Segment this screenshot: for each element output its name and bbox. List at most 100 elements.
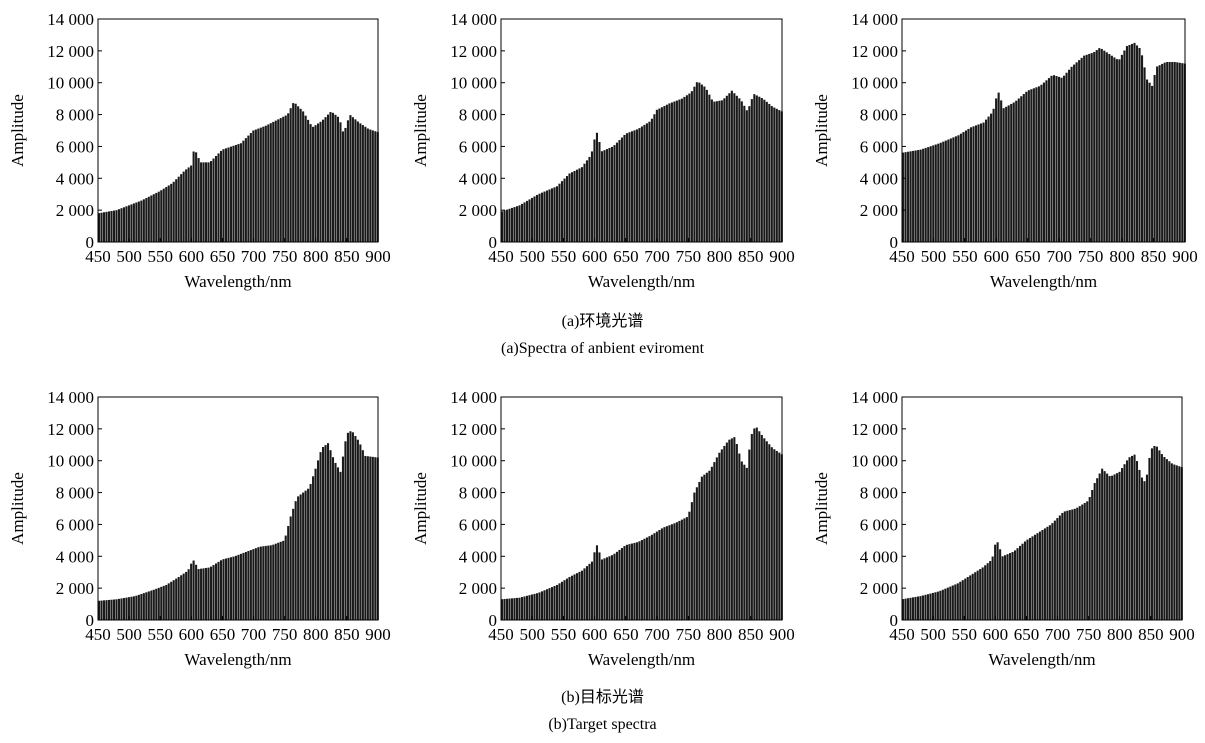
bar <box>265 126 267 242</box>
bar <box>324 117 326 242</box>
bar <box>103 212 105 242</box>
bar <box>929 594 931 620</box>
bar <box>143 199 145 242</box>
bar <box>753 428 755 620</box>
bar <box>322 120 324 242</box>
bar <box>919 596 921 620</box>
bar <box>553 586 555 620</box>
bar <box>295 104 297 242</box>
bar <box>185 572 187 620</box>
bar <box>1101 469 1103 620</box>
bar <box>155 193 157 242</box>
bar <box>623 135 625 242</box>
bar <box>1161 454 1163 620</box>
bar <box>1104 471 1106 620</box>
bar <box>265 546 267 620</box>
bar <box>523 202 525 242</box>
bar <box>633 543 635 620</box>
bar <box>220 151 222 242</box>
bar <box>222 149 224 242</box>
bar <box>232 557 234 620</box>
bar <box>686 95 688 242</box>
bar <box>651 119 653 242</box>
bar <box>262 127 264 242</box>
y-tick-label: 10 000 <box>450 452 497 471</box>
bar <box>1029 538 1031 620</box>
bar <box>245 138 247 242</box>
bar <box>1028 90 1030 242</box>
y-tick-label: 8 000 <box>459 484 497 503</box>
bar <box>372 457 374 620</box>
spectrum-chart-6: 02 0004 0006 0008 00010 00012 00014 0004… <box>812 388 1195 669</box>
x-tick-label: 750 <box>1078 247 1104 266</box>
bar <box>125 598 127 620</box>
bar <box>1128 45 1130 242</box>
y-tick-label: 12 000 <box>47 420 94 439</box>
bar <box>1000 100 1002 242</box>
bar <box>766 102 768 242</box>
bar <box>357 121 359 242</box>
bar <box>1030 89 1032 242</box>
spectrum-chart-3: 02 0004 0006 0008 00010 00012 00014 0004… <box>812 10 1198 291</box>
bar <box>1136 45 1138 242</box>
bar <box>1015 101 1017 242</box>
bar <box>601 151 603 242</box>
bar <box>290 516 292 620</box>
bar <box>1113 57 1115 242</box>
bar <box>329 112 331 242</box>
bar <box>533 196 535 242</box>
bar <box>1059 516 1061 620</box>
bar <box>746 110 748 242</box>
bar <box>178 177 180 242</box>
bar <box>937 592 939 620</box>
bar <box>133 596 135 620</box>
bar <box>641 540 643 620</box>
bar <box>972 126 974 242</box>
y-tick-label: 10 000 <box>851 452 898 471</box>
bar <box>272 122 274 242</box>
bar <box>566 176 568 242</box>
bar <box>561 181 563 242</box>
bar <box>173 182 175 242</box>
bar <box>1016 548 1018 620</box>
bar <box>736 96 738 242</box>
bar <box>940 143 942 242</box>
bar <box>743 465 745 620</box>
bar <box>907 152 909 242</box>
bar <box>1171 62 1173 242</box>
bar <box>1089 497 1091 620</box>
bar <box>513 598 515 620</box>
bar <box>1124 464 1126 620</box>
bar <box>1181 63 1183 242</box>
bar <box>1081 505 1083 620</box>
bar <box>723 98 725 242</box>
bar <box>977 124 979 242</box>
bar <box>100 213 102 242</box>
bar <box>163 586 165 620</box>
bar <box>543 192 545 242</box>
bar <box>638 128 640 242</box>
bar <box>282 541 284 620</box>
bar <box>250 550 252 620</box>
y-tick-label: 2 000 <box>56 579 94 598</box>
bar <box>516 598 518 620</box>
bar <box>262 546 264 620</box>
bar <box>148 197 150 242</box>
bar <box>1069 510 1071 620</box>
y-tick-label: 12 000 <box>450 42 497 61</box>
bar <box>551 587 553 620</box>
bar <box>267 124 269 242</box>
bar <box>1050 76 1052 242</box>
bar <box>305 491 307 620</box>
bar <box>208 568 210 620</box>
bar <box>315 125 317 242</box>
bar <box>1031 536 1033 620</box>
bar <box>563 580 565 620</box>
bar <box>967 577 969 620</box>
bar <box>359 444 361 620</box>
bar <box>979 569 981 620</box>
bar <box>633 130 635 242</box>
x-tick-label: 600 <box>983 625 1009 644</box>
x-tick-label: 650 <box>1015 247 1041 266</box>
bar <box>297 496 299 620</box>
